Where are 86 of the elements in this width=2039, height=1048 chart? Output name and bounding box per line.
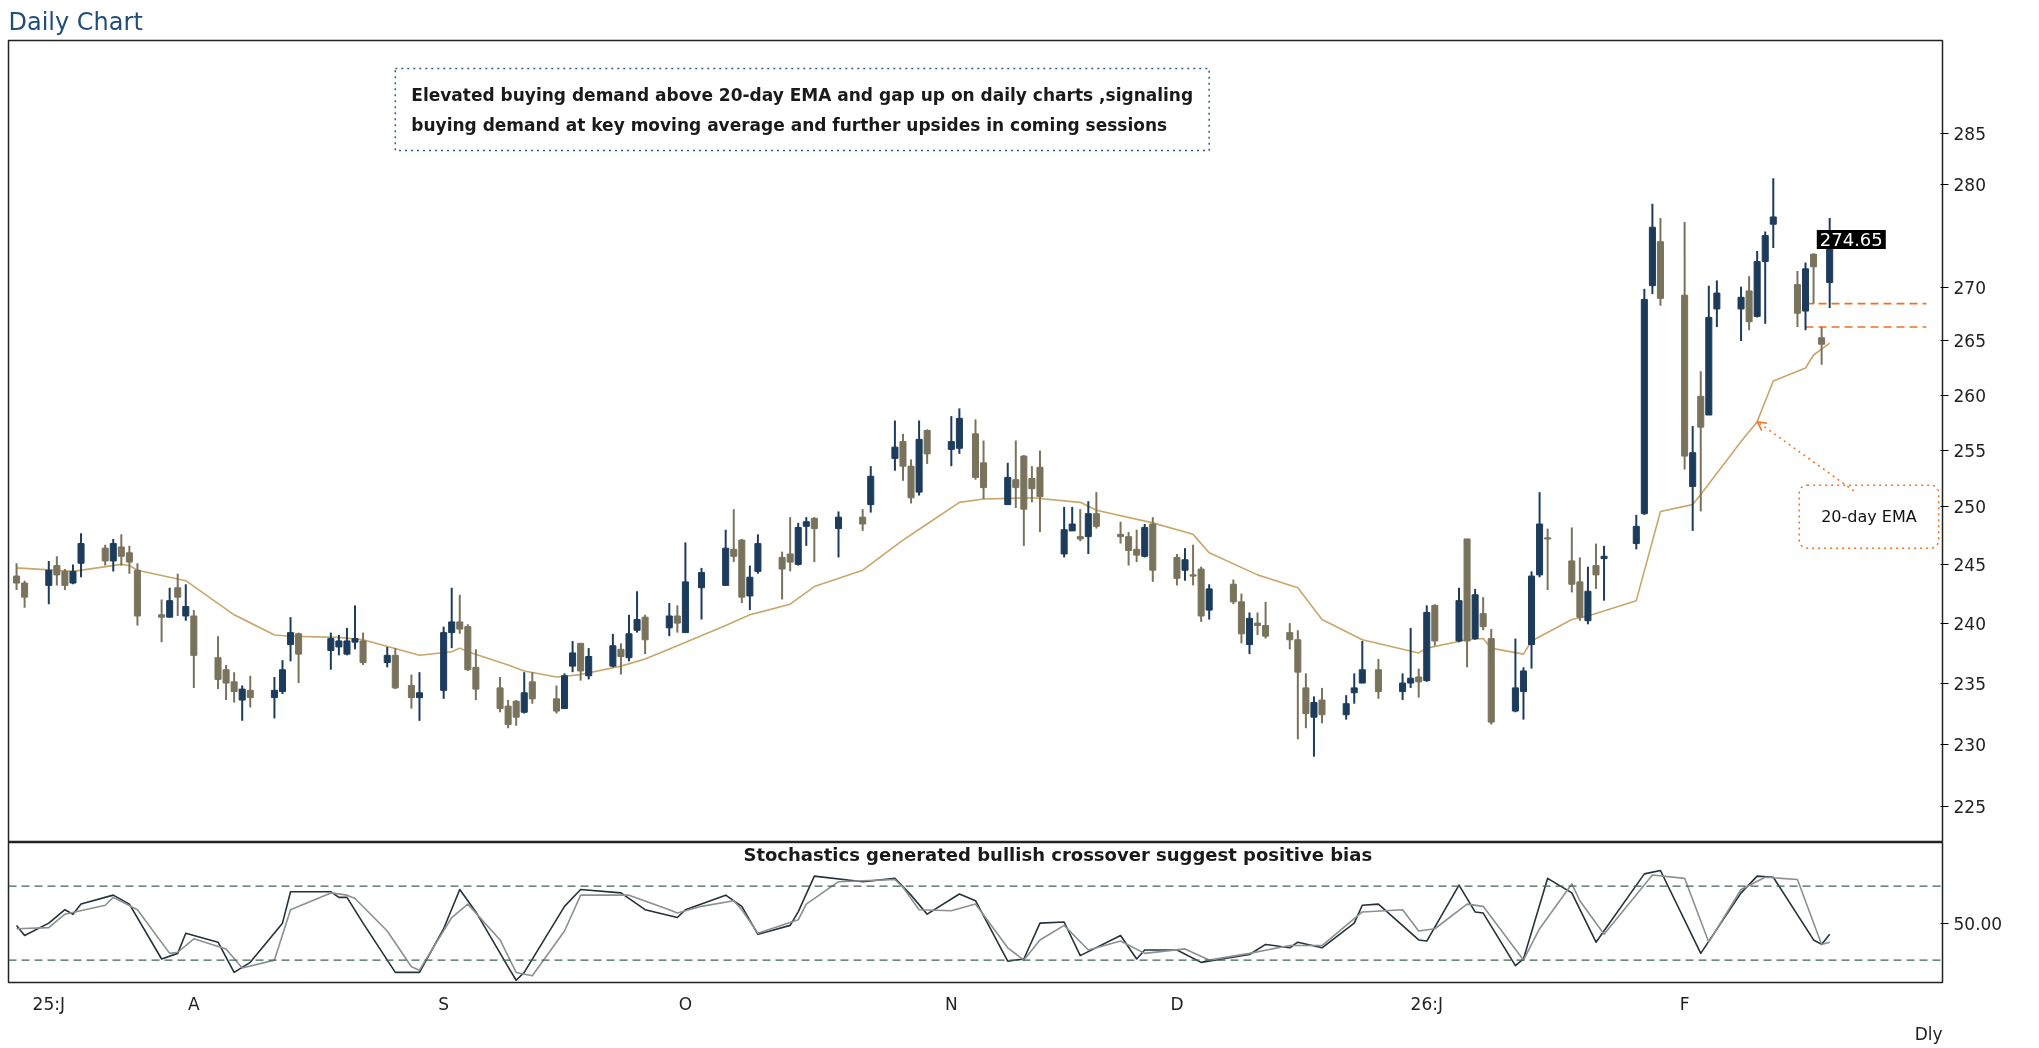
candlestick	[101, 543, 109, 567]
y-tick-label: 230	[1953, 734, 1986, 755]
candlestick	[246, 674, 254, 709]
candlestick	[891, 419, 899, 472]
candlestick	[1632, 513, 1640, 551]
candlestick	[1084, 500, 1092, 555]
candlestick	[746, 564, 754, 612]
y-tick-label: 225	[1953, 797, 1986, 818]
candlestick	[1181, 547, 1189, 582]
candlestick	[238, 684, 246, 722]
text: Stochastics generated bullish crossover suggest positive bias	[743, 843, 1373, 865]
candlestick	[383, 645, 391, 669]
y-tick-label: 255	[1953, 441, 1986, 462]
candlestick	[528, 671, 536, 705]
chart-title: Daily Chart	[8, 7, 143, 36]
candlestick	[834, 510, 843, 559]
x-tick-label: N	[944, 993, 958, 1014]
candlestick	[1769, 177, 1777, 249]
candlestick	[1713, 279, 1721, 329]
candlestick	[1374, 657, 1382, 700]
x-tick-label: S	[438, 993, 450, 1014]
candlestick	[287, 616, 295, 663]
y-tick-label: 270	[1953, 278, 1986, 299]
candlestick	[1810, 252, 1818, 305]
candlestick	[520, 671, 528, 715]
candlestick	[1310, 695, 1318, 758]
candlestick	[1737, 285, 1745, 342]
y-tick-label: 235	[1953, 673, 1986, 694]
candlestick	[1076, 508, 1084, 543]
candlestick	[1592, 542, 1600, 590]
text: Dly	[1914, 1023, 1943, 1044]
x-tick-label: A	[188, 993, 201, 1014]
candlestick	[1350, 672, 1358, 705]
candlestick	[1415, 667, 1423, 699]
candlestick	[1544, 527, 1552, 592]
candlestick	[1818, 326, 1826, 366]
candlestick	[109, 537, 117, 573]
candlestick	[859, 508, 867, 532]
candlestick	[697, 566, 706, 621]
text: 50.00	[1953, 913, 2003, 934]
candlestick	[1092, 491, 1100, 530]
candlestick	[77, 532, 85, 579]
candlestick	[1205, 583, 1213, 621]
y-tick-label: 285	[1953, 124, 1986, 145]
candlestick	[415, 671, 423, 722]
candlestick	[665, 602, 673, 638]
y-tick-label: 240	[1953, 613, 1986, 634]
x-tick-label: D	[1170, 993, 1184, 1014]
x-tick-label: 26:J	[1410, 993, 1443, 1014]
candlestick	[810, 516, 818, 564]
candlestick	[569, 639, 577, 674]
candlestick	[552, 684, 560, 715]
x-tick-label: F	[1679, 993, 1690, 1014]
annotation: Elevated buying demand above 20-day EMA and gap up on daily charts ,signaling buying demand at key moving average and further upsides in coming sessions	[411, 84, 1194, 135]
x-tick-label: 25:J	[32, 993, 65, 1014]
candlestick	[923, 428, 931, 465]
y-tick-label: 280	[1953, 174, 1986, 195]
candlestick	[641, 613, 649, 656]
x-tick-label: O	[678, 993, 693, 1014]
candlestick	[158, 598, 166, 644]
candlestick	[1358, 639, 1366, 685]
candlestick	[359, 631, 367, 666]
y-tick-label: 250	[1953, 497, 1986, 518]
candlestick	[407, 673, 415, 710]
y-tick-label: 265	[1953, 331, 1986, 352]
candlestick	[802, 516, 810, 547]
annotation: 20-day EMA	[1821, 507, 1917, 527]
candlestick	[617, 642, 625, 676]
candlestick	[585, 647, 593, 681]
candlestick	[625, 613, 633, 663]
candlestick	[182, 583, 190, 622]
candlestick	[166, 586, 174, 619]
candlestick	[1600, 544, 1608, 602]
candlestick	[1318, 686, 1326, 725]
candlestick	[295, 631, 303, 685]
candlestick	[45, 559, 53, 606]
y-tick-label: 260	[1953, 385, 1986, 406]
candlestick	[633, 590, 641, 634]
y-tick-label: 245	[1953, 554, 1986, 575]
candlestick	[174, 572, 182, 617]
candlestick	[1173, 552, 1181, 587]
candlestick	[673, 604, 681, 634]
candlestick	[1479, 596, 1487, 632]
candlestick	[609, 632, 617, 669]
candlestick	[1342, 694, 1350, 721]
annotation: 274.65	[1819, 228, 1883, 250]
